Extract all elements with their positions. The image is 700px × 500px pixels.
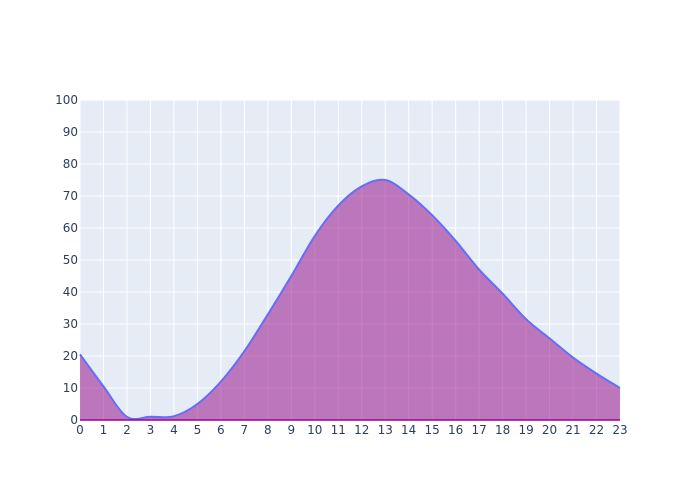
x-tick-label: 21 bbox=[565, 423, 580, 437]
x-tick-label: 12 bbox=[354, 423, 369, 437]
y-tick-label: 80 bbox=[63, 157, 78, 171]
x-tick-label: 16 bbox=[448, 423, 463, 437]
x-tick-label: 0 bbox=[76, 423, 84, 437]
x-tick-label: 15 bbox=[425, 423, 440, 437]
y-tick-label: 10 bbox=[63, 381, 78, 395]
x-tick-label: 13 bbox=[378, 423, 393, 437]
x-tick-label: 19 bbox=[518, 423, 533, 437]
y-tick-label: 50 bbox=[63, 253, 78, 267]
x-tick-label: 2 bbox=[123, 423, 131, 437]
x-tick-label: 11 bbox=[331, 423, 346, 437]
x-tick-label: 23 bbox=[612, 423, 627, 437]
y-tick-label: 100 bbox=[55, 93, 78, 107]
y-tick-label: 60 bbox=[63, 221, 78, 235]
y-tick-label: 70 bbox=[63, 189, 78, 203]
x-tick-label: 18 bbox=[495, 423, 510, 437]
x-tick-label: 4 bbox=[170, 423, 178, 437]
y-tick-labels: 0 10 20 30 40 50 60 70 80 90 100 bbox=[55, 93, 78, 427]
area-fill bbox=[80, 179, 620, 420]
y-tick-label: 40 bbox=[63, 285, 78, 299]
y-tick-label: 0 bbox=[70, 413, 78, 427]
x-tick-label: 22 bbox=[589, 423, 604, 437]
y-tick-label: 90 bbox=[63, 125, 78, 139]
y-tick-label: 20 bbox=[63, 349, 78, 363]
x-tick-label: 8 bbox=[264, 423, 272, 437]
y-tick-label: 30 bbox=[63, 317, 78, 331]
x-tick-label: 3 bbox=[147, 423, 155, 437]
x-tick-label: 9 bbox=[287, 423, 295, 437]
x-tick-label: 5 bbox=[194, 423, 202, 437]
x-tick-label: 17 bbox=[471, 423, 486, 437]
x-tick-label: 20 bbox=[542, 423, 557, 437]
series-line bbox=[79, 178, 621, 421]
x-tick-label: 6 bbox=[217, 423, 225, 437]
x-tick-label: 14 bbox=[401, 423, 416, 437]
x-tick-labels: 0 1 2 3 4 5 6 7 8 9 10 11 12 13 14 15 16 17 18 19 20 21 22 23 bbox=[76, 423, 627, 437]
x-tick-label: 10 bbox=[307, 423, 322, 437]
x-tick-label: 1 bbox=[100, 423, 108, 437]
x-tick-label: 7 bbox=[241, 423, 249, 437]
